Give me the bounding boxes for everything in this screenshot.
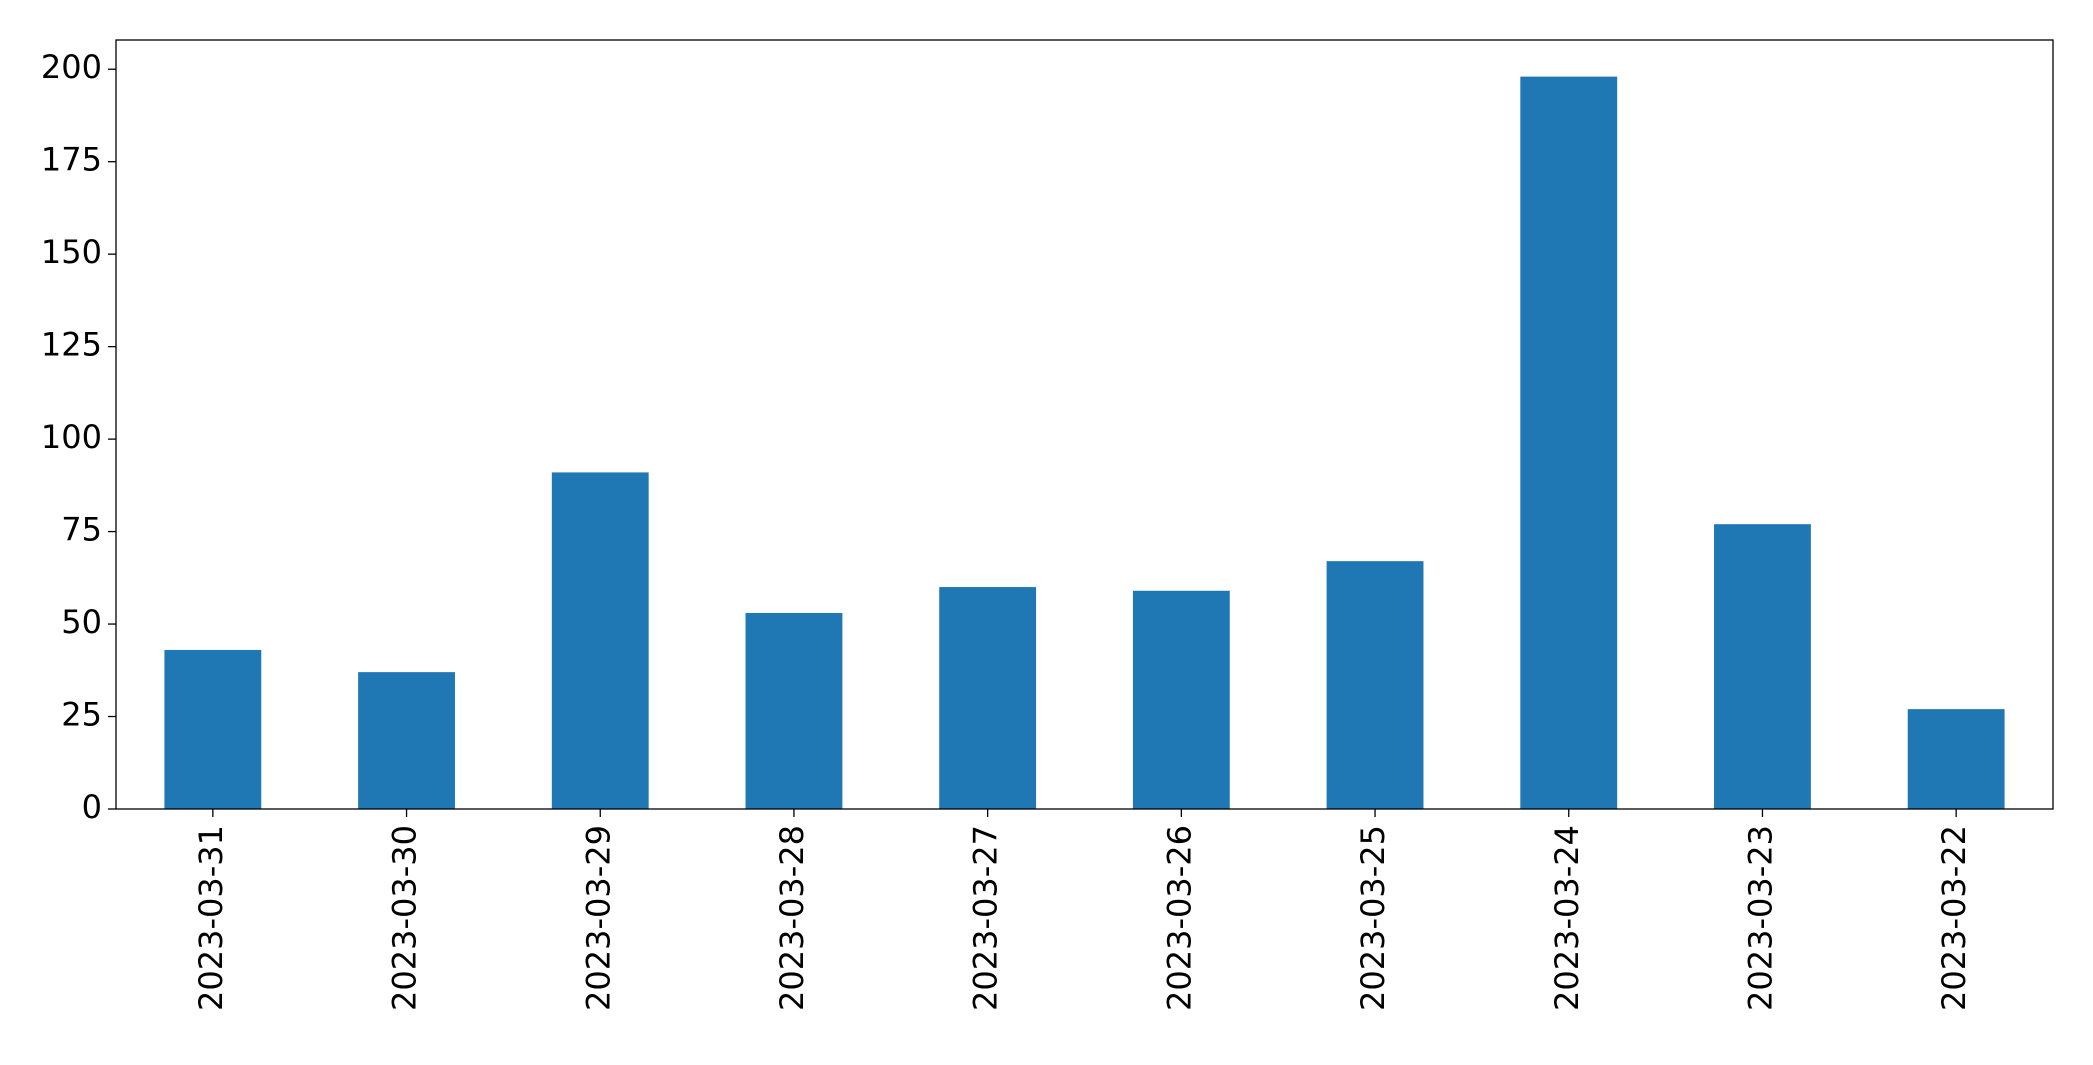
bar: [1907, 709, 2005, 809]
y-tick-label: 125: [41, 326, 102, 364]
bar: [1520, 76, 1618, 810]
bar: [551, 472, 649, 809]
x-tick-label: 2023-03-22: [1935, 825, 1973, 1011]
bar: [1132, 590, 1230, 809]
x-tick-label: 2023-03-31: [192, 825, 230, 1011]
y-tick-label: 50: [61, 603, 102, 641]
bar: [164, 649, 262, 809]
x-tick-label: 2023-03-27: [967, 825, 1005, 1011]
x-tick-label: 2023-03-23: [1741, 825, 1779, 1011]
bar: [358, 672, 455, 809]
plot-frame: [115, 39, 2054, 810]
y-tick-label: 100: [41, 418, 102, 456]
x-tick-label: 2023-03-30: [386, 825, 424, 1011]
x-tick-label: 2023-03-29: [579, 825, 617, 1011]
x-tick-label: 2023-03-26: [1160, 825, 1198, 1011]
y-tick-label: 200: [41, 48, 102, 86]
x-tick-label: 2023-03-25: [1354, 825, 1392, 1011]
y-tick-label: 0: [82, 788, 102, 826]
bar: [745, 612, 843, 809]
bar: [1714, 524, 1811, 809]
x-tick-label: 2023-03-24: [1548, 825, 1586, 1011]
bar: [1326, 561, 1424, 809]
bar: [939, 587, 1037, 809]
y-tick-label: 25: [61, 696, 102, 734]
y-tick-label: 75: [61, 511, 102, 549]
y-tick-label: 150: [41, 233, 102, 271]
x-tick-label: 2023-03-28: [773, 825, 811, 1011]
y-tick-label: 175: [41, 141, 102, 179]
